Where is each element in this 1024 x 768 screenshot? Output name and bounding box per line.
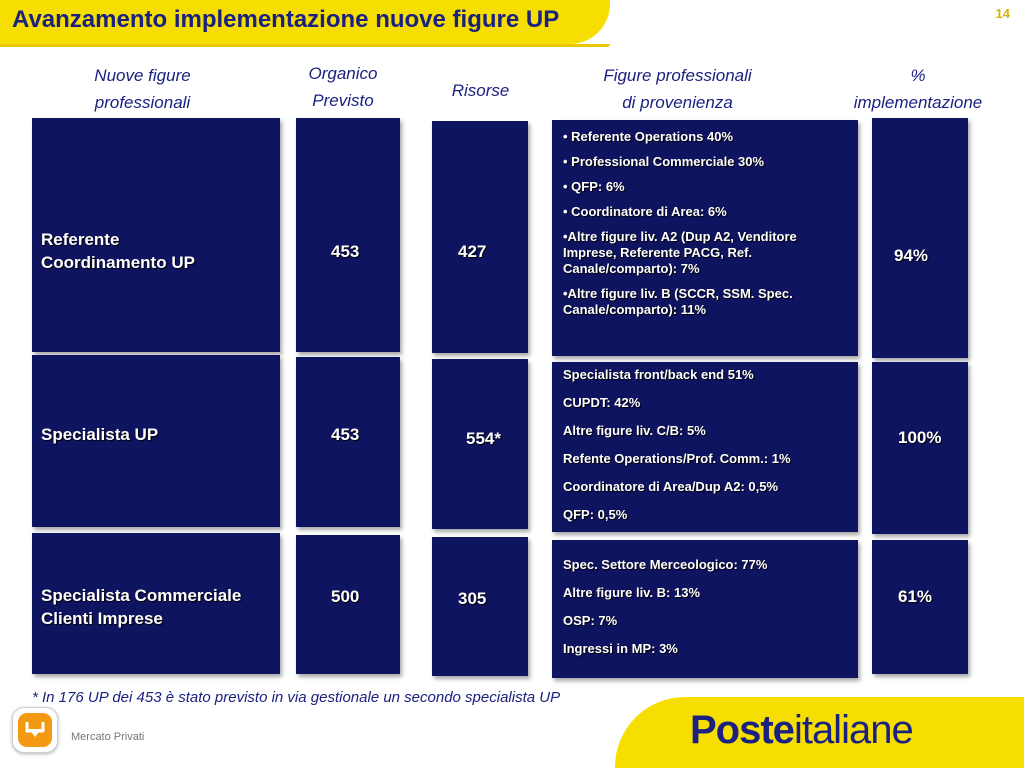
figure-block-specialista-commerciale: Specialista Commerciale Clienti Imprese (32, 533, 280, 674)
list-item: Spec. Settore Merceologico: 77% (563, 557, 768, 572)
figure-label: Referente Coordinamento UP (41, 228, 195, 274)
list-item: QFP: 0,5% (563, 507, 628, 522)
column-header-line: di provenienza (622, 93, 733, 112)
footer-band (615, 697, 1024, 768)
provenienza-list: Spec. Settore Merceologico: 77% Altre fi… (563, 557, 853, 669)
figure-block-referente: Referente Coordinamento UP (32, 118, 280, 352)
list-item: Specialista front/back end 51% (563, 367, 754, 382)
column-header-risorse: Risorse (451, 81, 510, 100)
figure-label-line: Coordinamento UP (41, 253, 195, 272)
organico-value: 453 (331, 242, 360, 261)
risorse-value: 305 (458, 589, 487, 608)
implementazione-value: 94% (894, 246, 929, 265)
title-bar (0, 0, 610, 47)
list-item: • Coordinatore di Area: 6% (563, 204, 727, 219)
figure-label-line: Referente (41, 230, 120, 249)
column-header-line: Previsto (312, 91, 374, 110)
list-item: Altre figure liv. B: 13% (563, 585, 701, 600)
list-item: • QFP: 6% (563, 179, 625, 194)
provenienza-block: • Referente Operations 40% • Professiona… (552, 120, 858, 356)
page-title: Avanzamento implementazione nuove figure… (12, 6, 560, 33)
column-header-nuove-figure: Nuove figure professionali (60, 62, 225, 116)
poste-italiane-logo: Posteitaliane (690, 708, 914, 753)
organico-block: 500 (296, 535, 400, 674)
column-header-line: implementazione (853, 93, 983, 112)
list-item: Altre figure liv. C/B: 5% (563, 423, 706, 438)
implementazione-block: 100% (872, 362, 968, 534)
risorse-value: 427 (458, 242, 487, 261)
logo-bold-text: Poste (690, 708, 795, 752)
column-header-line: professionali (94, 93, 191, 112)
risorse-block: 554* (432, 359, 528, 529)
figure-label: Specialista UP (41, 425, 159, 444)
figure-label: Specialista Commerciale Clienti Imprese (41, 584, 241, 630)
column-header-line: Nuove figure (94, 66, 191, 85)
list-item: •Altre figure liv. A2 (Dup A2, Venditore… (563, 229, 797, 276)
column-header-organico: Organico Previsto (288, 60, 398, 114)
risorse-value: 554* (466, 429, 501, 448)
implementazione-block: 94% (872, 118, 968, 358)
figure-label-line: Specialista Commerciale (41, 586, 242, 605)
provenienza-list: Specialista front/back end 51% CUPDT: 42… (563, 367, 853, 535)
list-item: • Referente Operations 40% (563, 129, 733, 144)
provenienza-block: Spec. Settore Merceologico: 77% Altre fi… (552, 540, 858, 678)
list-item: Coordinatore di Area/Dup A2: 0,5% (563, 479, 779, 494)
list-item: • Professional Commerciale 30% (563, 154, 765, 169)
provenienza-block: Specialista front/back end 51% CUPDT: 42… (552, 362, 858, 532)
provenienza-list: • Referente Operations 40% • Professiona… (563, 129, 853, 327)
home-button[interactable] (12, 707, 58, 753)
figure-label-line: Clienti Imprese (41, 609, 163, 628)
implementazione-value: 61% (898, 587, 933, 606)
column-header-implementazione: % implementazione (828, 62, 1008, 116)
list-item: Ingressi in MP: 3% (563, 641, 678, 656)
column-header-line: Organico (308, 64, 378, 83)
down-arrow-glyph (25, 722, 45, 737)
implementazione-block: 61% (872, 540, 968, 674)
footnote: * In 176 UP dei 453 è stato previsto in … (32, 689, 561, 706)
column-header-line: % (910, 66, 926, 85)
column-header-provenienza: Figure professionali di provenienza (560, 62, 795, 116)
footer-section-label: Mercato Privati (71, 731, 145, 743)
risorse-block: 427 (432, 121, 528, 353)
risorse-block: 305 (432, 537, 528, 676)
column-header-line: Figure professionali (603, 66, 752, 85)
organico-block: 453 (296, 357, 400, 527)
page-number: 14 (995, 6, 1010, 21)
down-arrow-icon (18, 713, 52, 747)
figure-block-specialista-up: Specialista UP (32, 355, 280, 527)
organico-block: 453 (296, 118, 400, 352)
organico-value: 453 (331, 425, 360, 444)
implementazione-value: 100% (898, 428, 942, 447)
list-item: CUPDT: 42% (563, 395, 641, 410)
logo-regular-text: italiane (793, 708, 914, 752)
list-item: OSP: 7% (563, 613, 618, 628)
organico-value: 500 (331, 587, 360, 606)
list-item: •Altre figure liv. B (SCCR, SSM. Spec. C… (563, 286, 793, 317)
list-item: Refente Operations/Prof. Comm.: 1% (563, 451, 791, 466)
